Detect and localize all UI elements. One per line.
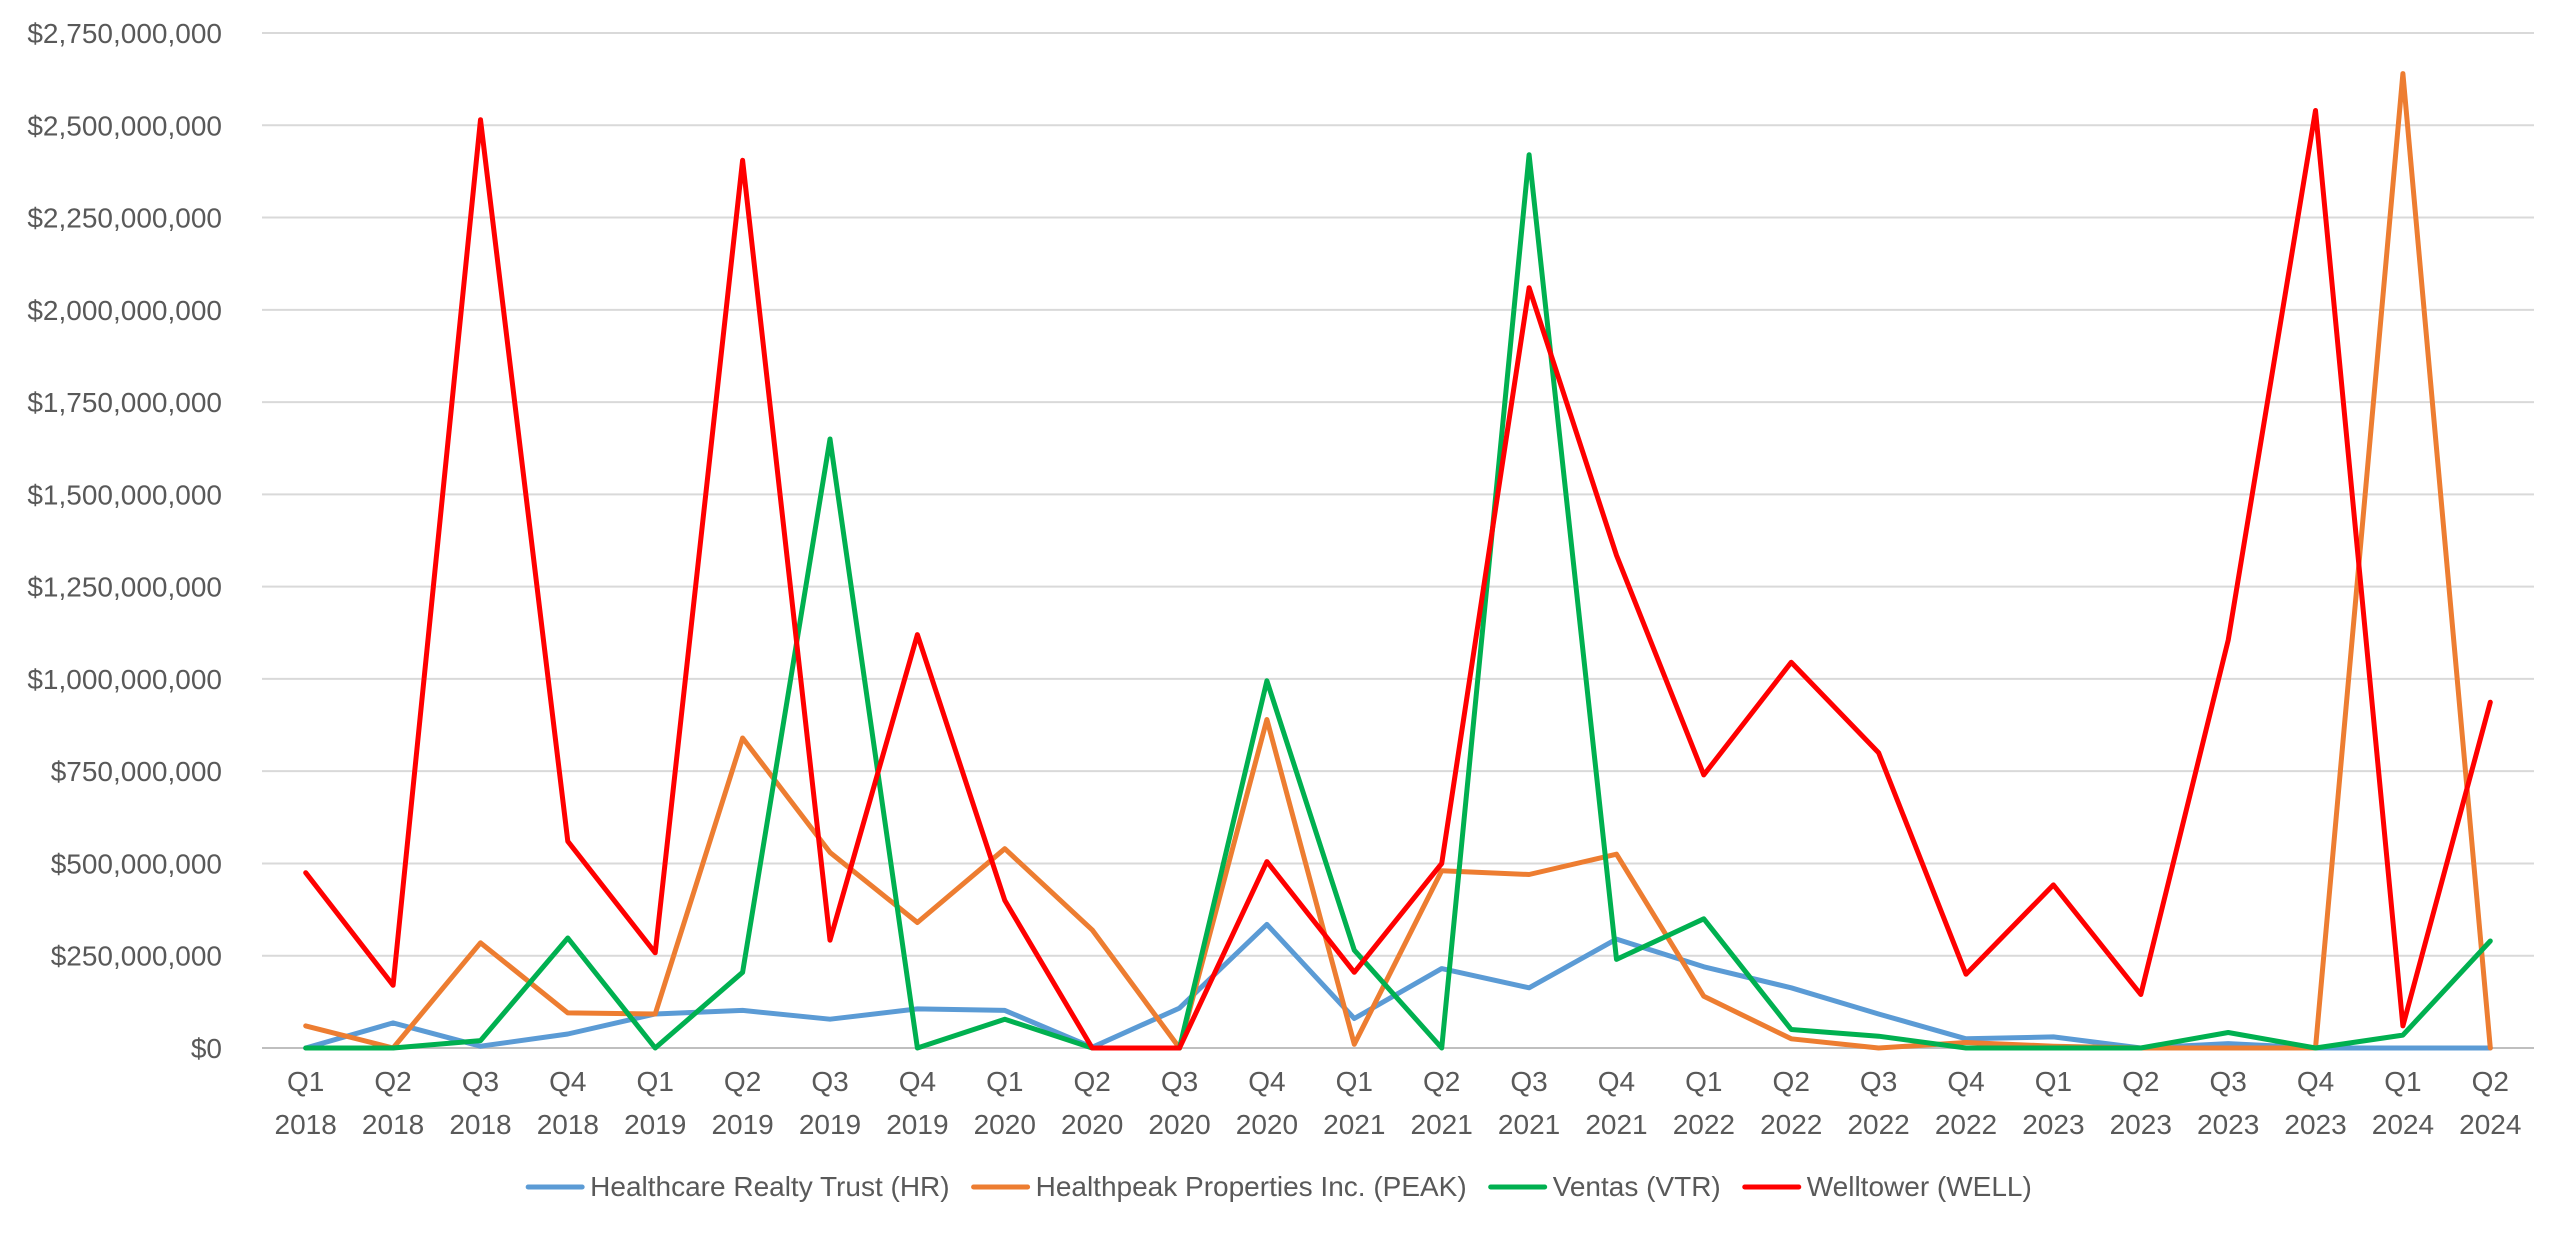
series-line-welltower-well <box>303 108 2493 1051</box>
legend-item: Welltower (WELL) <box>1742 1171 2032 1202</box>
y-tick-label: $1,500,000,000 <box>27 479 222 510</box>
legend-item: Ventas (VTR) <box>1488 1171 1721 1202</box>
x-tick-label: Q1 2021 <box>1323 1066 1385 1140</box>
x-tick-label: Q4 2021 <box>1585 1066 1647 1140</box>
x-tick-label: Q1 2020 <box>974 1066 1036 1140</box>
x-tick-label: Q2 2019 <box>711 1066 773 1140</box>
x-tick-label: Q4 2018 <box>537 1066 599 1140</box>
x-tick-label: Q2 2022 <box>1760 1066 1822 1140</box>
x-tick-label: Q2 2024 <box>2459 1066 2521 1140</box>
legend-label: Welltower (WELL) <box>1807 1171 2032 1202</box>
legend-label: Ventas (VTR) <box>1553 1171 1721 1202</box>
x-tick-label: Q4 2019 <box>886 1066 948 1140</box>
y-tick-label: $1,750,000,000 <box>27 387 222 418</box>
legend-item: Healthcare Realty Trust (HR) <box>525 1171 950 1202</box>
y-tick-label: $1,000,000,000 <box>27 664 222 695</box>
x-tick-label: Q4 2020 <box>1236 1066 1298 1140</box>
y-tick-label: $2,250,000,000 <box>27 203 222 234</box>
y-axis-tick-labels: $0 $250,000,000 $500,000,000 $750,000,000 $1… <box>27 18 222 1064</box>
y-tick-label: $2,750,000,000 <box>27 18 222 49</box>
x-tick-label: Q3 2019 <box>799 1066 861 1140</box>
series-line-ventas-vtr <box>303 152 2493 1051</box>
series-line-healthcare-realty-trust-hr <box>303 921 2493 1051</box>
legend: Healthcare Realty Trust (HR) Healthpeak P… <box>525 1171 2032 1202</box>
y-tick-label: $2,000,000,000 <box>27 295 222 326</box>
x-tick-label: Q1 2024 <box>2372 1066 2434 1140</box>
x-tick-label: Q3 2018 <box>449 1066 511 1140</box>
x-tick-label: Q1 2023 <box>2022 1066 2084 1140</box>
x-tick-label: Q1 2022 <box>1673 1066 1735 1140</box>
x-tick-label: Q1 2019 <box>624 1066 686 1140</box>
x-tick-label: Q2 2023 <box>2110 1066 2172 1140</box>
legend-label: Healthcare Realty Trust (HR) <box>590 1171 949 1202</box>
legend-item: Healthpeak Properties Inc. (PEAK) <box>971 1171 1467 1202</box>
y-tick-label: $750,000,000 <box>51 756 222 787</box>
x-tick-label: Q3 2022 <box>1847 1066 1909 1140</box>
x-tick-label: Q4 2022 <box>1935 1066 1997 1140</box>
x-tick-label: Q4 2023 <box>2284 1066 2346 1140</box>
y-tick-label: $500,000,000 <box>51 848 222 879</box>
y-tick-label: $0 <box>191 1033 222 1064</box>
x-tick-label: Q1 2018 <box>275 1066 337 1140</box>
x-tick-label: Q3 2023 <box>2197 1066 2259 1140</box>
x-tick-label: Q2 2018 <box>362 1066 424 1140</box>
legend-label: Healthpeak Properties Inc. (PEAK) <box>1036 1171 1467 1202</box>
x-tick-label: Q2 2021 <box>1411 1066 1473 1140</box>
x-axis-tick-labels: Q1 2018 Q2 2018 Q3 2018 Q4 2018 Q1 2019 Q2 2019 Q3 20… <box>275 1066 2522 1140</box>
y-tick-label: $250,000,000 <box>51 941 222 972</box>
y-tick-label: $1,250,000,000 <box>27 572 222 603</box>
series-lines <box>303 71 2493 1051</box>
x-tick-label: Q3 2020 <box>1148 1066 1210 1140</box>
y-tick-label: $2,500,000,000 <box>27 110 222 141</box>
gridlines <box>262 32 2534 1049</box>
x-tick-label: Q2 2020 <box>1061 1066 1123 1140</box>
x-tick-label: Q3 2021 <box>1498 1066 1560 1140</box>
